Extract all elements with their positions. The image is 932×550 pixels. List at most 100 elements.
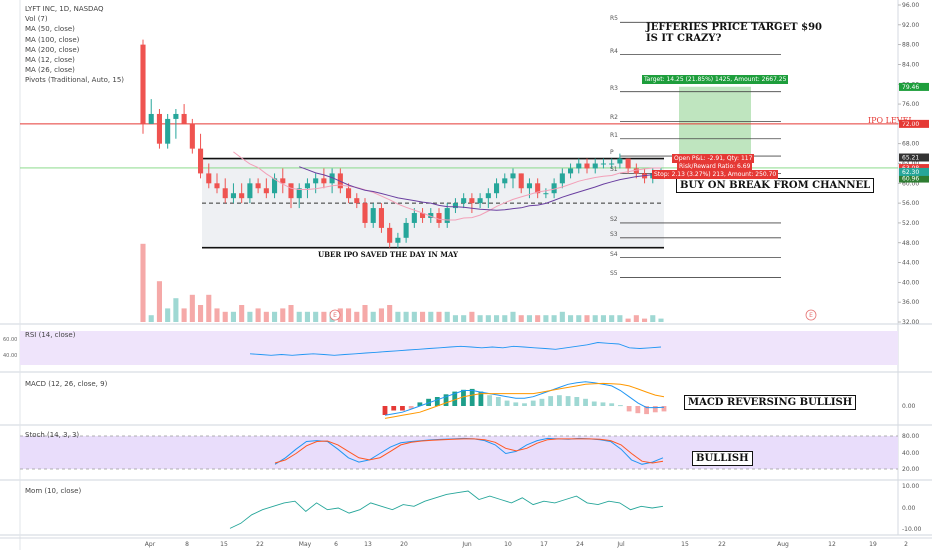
candle-body <box>156 113 162 144</box>
price-tag-bg <box>899 119 929 128</box>
candle-body <box>633 168 639 174</box>
rsi-axis-label: 40.00 <box>3 353 17 359</box>
candle-body <box>222 188 228 199</box>
momentum-line <box>229 490 664 529</box>
volume-bar <box>452 315 458 322</box>
candle-body <box>230 193 236 199</box>
volume-bar <box>477 315 483 322</box>
candle-body <box>173 113 179 119</box>
candle-body <box>403 222 409 238</box>
volume-bar <box>420 311 426 322</box>
volume-bar <box>239 305 245 322</box>
macd-histogram-bar <box>417 402 423 406</box>
macd-histogram-bar <box>469 388 475 406</box>
x-axis-label: 13 <box>364 541 372 548</box>
risk-reward-tag[interactable]: Risk/Reward Ratio: 6.69 <box>677 162 753 171</box>
candle-body <box>477 198 483 204</box>
candle-body <box>428 213 434 218</box>
volume-bar <box>214 308 220 322</box>
volume-bar <box>173 298 179 322</box>
macd-histogram-bar <box>661 406 667 412</box>
x-axis-label: 24 <box>576 541 584 548</box>
candle-body <box>354 198 360 204</box>
volume-bar <box>551 315 557 322</box>
candle-body <box>362 203 368 223</box>
price-tick-label: 56.00 <box>902 200 919 207</box>
candle-body <box>469 198 475 204</box>
candle-body <box>198 148 204 174</box>
volume-bar <box>304 311 310 322</box>
stop-tag[interactable]: Stop: 2.13 (3.27%) 213, Amount: 250.70 <box>652 170 779 179</box>
candle-body <box>535 183 541 194</box>
volume-bar <box>156 281 162 322</box>
candle-body <box>239 193 245 199</box>
candle-body <box>313 178 319 184</box>
mom-axis-label: -10.00 <box>902 526 922 533</box>
macd-histogram-bar <box>644 406 649 415</box>
candle-body <box>395 237 401 243</box>
macd-histogram-bar <box>382 406 388 415</box>
x-axis-label: 15 <box>220 541 228 548</box>
macd-histogram-bar <box>452 391 458 406</box>
volume-bar <box>378 308 384 322</box>
volume-bar <box>148 315 154 322</box>
uber-ipo-note[interactable]: UBER IPO SAVED THE DAY IN MAY <box>318 250 459 259</box>
macd-histogram-bar <box>443 394 449 406</box>
candle-body <box>600 163 606 165</box>
candle-body <box>568 168 574 174</box>
macd-histogram-bar <box>618 405 623 407</box>
x-axis-label: May <box>299 541 312 548</box>
stoch-axis-label: 20.00 <box>902 466 919 473</box>
volume-bar <box>296 311 302 322</box>
price-tick-label: 52.00 <box>902 220 919 227</box>
pivot-label-s2: S2 <box>610 215 618 223</box>
candle-body <box>436 213 442 223</box>
candle-body <box>181 113 187 124</box>
legend-ma26: MA (26, close) <box>25 66 75 75</box>
volume-bar <box>206 294 212 322</box>
pivot-label-s5: S5 <box>610 270 618 278</box>
volume-bar <box>230 311 236 322</box>
volume-bar <box>469 311 475 322</box>
price-tick-label: 68.00 <box>902 141 919 148</box>
legend-ma12: MA (12, close) <box>25 56 75 65</box>
candle-body <box>510 173 516 179</box>
earnings-marker <box>805 309 817 321</box>
volume-bar <box>609 315 615 322</box>
price-tag-text: 60.96 <box>902 176 919 183</box>
macd-reversing-note[interactable]: MACD REVERSING BULLISH <box>684 395 857 410</box>
target-tag[interactable]: Target: 14.25 (21.85%) 1425, Amount: 266… <box>642 75 789 84</box>
candle-body <box>526 183 532 189</box>
jefferies-note[interactable]: JEFFERIES PRICE TARGET $90 IS IT CRAZY? <box>646 22 822 44</box>
pivot-label-r3: R3 <box>610 84 618 92</box>
macd-histogram-bar <box>574 397 580 406</box>
pivot-label-r5: R5 <box>610 15 618 23</box>
candle-body <box>551 183 557 194</box>
mom-pane-label: Mom (10, close) <box>25 487 82 495</box>
price-tag-bg <box>899 82 929 91</box>
buy-break-note[interactable]: BUY ON BREAK FROM CHANNEL <box>676 178 875 193</box>
stoch-axis-label: 80.00 <box>902 433 919 440</box>
x-axis-label: 6 <box>334 541 338 548</box>
legend-pivots: Pivots (Traditional, Auto, 15) <box>25 76 125 85</box>
volume-bar <box>181 308 187 322</box>
candle-body <box>543 193 549 195</box>
macd-histogram-bar <box>391 406 397 411</box>
volume-bar <box>222 311 228 322</box>
rsi-band <box>20 331 898 365</box>
macd-histogram-bar <box>591 401 597 406</box>
open-pnl-tag[interactable]: Open P&L: -2.91, Qty: 117 <box>672 154 755 163</box>
macd-line <box>384 381 665 416</box>
bullish-note[interactable]: BULLISH <box>692 451 753 466</box>
macd-histogram-bar <box>408 406 414 409</box>
volume-bar <box>354 311 360 322</box>
volume-bar <box>650 315 656 322</box>
jefferies-line1: JEFFERIES PRICE TARGET $90 <box>646 22 822 33</box>
earnings-label: E <box>333 312 337 319</box>
stoch-pane-label: Stoch (14, 3, 3) <box>25 431 80 439</box>
macd-histogram-bar <box>530 400 536 406</box>
volume-bar <box>436 311 442 322</box>
macd-histogram-bar <box>504 400 510 406</box>
x-axis-label: 22 <box>256 541 264 548</box>
